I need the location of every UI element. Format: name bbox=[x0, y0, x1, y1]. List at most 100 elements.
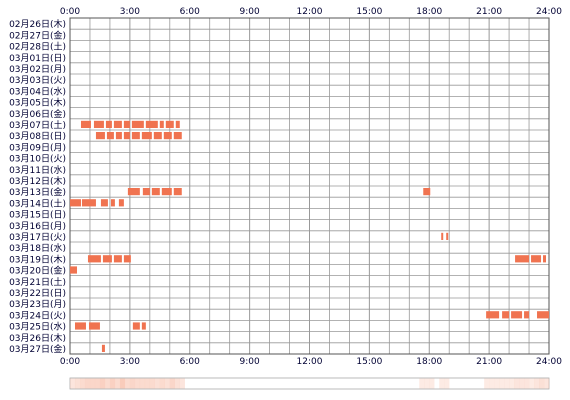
summary-cell bbox=[149, 378, 156, 389]
row-label: 03月19日(木) bbox=[9, 253, 66, 265]
activity-bar bbox=[113, 120, 122, 128]
activity-bar bbox=[165, 120, 174, 128]
x-axis-ticks: 0:00 0:00 3:00 3:00 6:00 6:00 9:00 9:00 12:00 12:… bbox=[60, 7, 562, 367]
activity-bar bbox=[502, 311, 510, 319]
activity-bar bbox=[115, 132, 122, 140]
x-tick-label-bottom: 12:00 bbox=[297, 357, 323, 367]
summary-cell bbox=[504, 378, 510, 389]
summary-cell bbox=[179, 378, 185, 389]
activity-bar bbox=[100, 199, 108, 207]
summary-cell bbox=[534, 378, 540, 389]
activity-bar bbox=[531, 255, 542, 263]
summary-cell bbox=[514, 378, 520, 389]
row-label: 03月14日(土) bbox=[9, 197, 66, 209]
activity-bar bbox=[486, 311, 500, 319]
summary-cell bbox=[104, 378, 111, 389]
x-tick-label-bottom: 6:00 bbox=[180, 357, 200, 367]
activity-bar bbox=[141, 132, 152, 140]
x-tick-label-bottom: 9:00 bbox=[240, 357, 260, 367]
activity-bar bbox=[543, 255, 547, 263]
summary-cell bbox=[99, 378, 106, 389]
row-label: 03月13日(金) bbox=[9, 186, 66, 198]
activity-bar bbox=[537, 311, 549, 319]
row-label: 03月23日(月) bbox=[9, 299, 66, 310]
row-label: 02月26日(木) bbox=[9, 18, 66, 30]
activity-bar bbox=[511, 311, 523, 319]
row-label: 03月07日(土) bbox=[9, 119, 66, 131]
summary-cell bbox=[109, 378, 116, 389]
activity-bar bbox=[131, 132, 140, 140]
summary-cell bbox=[169, 378, 175, 389]
summary-cell bbox=[439, 378, 445, 389]
x-tick-label-top: 0:00 bbox=[60, 7, 80, 17]
x-tick-label-top: 9:00 bbox=[240, 7, 260, 17]
activity-bar bbox=[113, 255, 122, 263]
summary-cell bbox=[489, 378, 495, 389]
summary-cell bbox=[139, 378, 146, 389]
activity-bar bbox=[141, 322, 146, 330]
summary-cell bbox=[129, 378, 136, 389]
summary-strip bbox=[69, 377, 550, 390]
row-label: 03月04日(水) bbox=[9, 85, 66, 97]
x-tick-label-top: 6:00 bbox=[180, 7, 200, 17]
plot-border bbox=[69, 17, 550, 355]
activity-bar bbox=[446, 232, 449, 240]
row-label: 03月18日(水) bbox=[9, 242, 66, 254]
x-tick-label-bottom: 21:00 bbox=[476, 357, 502, 367]
x-tick-label-top: 3:00 bbox=[120, 7, 140, 17]
activity-bar bbox=[173, 132, 182, 140]
row-label: 03月22日(日) bbox=[9, 288, 66, 299]
summary-cell bbox=[509, 378, 515, 389]
row-label: 03月09日(月) bbox=[9, 142, 66, 153]
summary-cell bbox=[494, 378, 500, 389]
x-tick-label-bottom: 18:00 bbox=[416, 357, 442, 367]
x-tick-label-top: 15:00 bbox=[356, 7, 382, 17]
row-label: 03月01日(日) bbox=[9, 53, 66, 64]
activity-bar bbox=[74, 322, 86, 330]
activity-bar bbox=[81, 199, 96, 207]
activity-bar bbox=[110, 199, 115, 207]
row-label: 03月11日(水) bbox=[9, 164, 66, 176]
activity-bar bbox=[163, 132, 172, 140]
summary-cell bbox=[159, 378, 166, 389]
x-tick-label-bottom: 15:00 bbox=[356, 357, 382, 367]
summary-cell bbox=[84, 378, 91, 389]
row-label: 03月16日(月) bbox=[9, 221, 66, 232]
activity-bar bbox=[131, 120, 144, 128]
summary-cell bbox=[539, 378, 545, 389]
summary-cell bbox=[524, 378, 530, 389]
x-tick-label-top: 12:00 bbox=[297, 7, 323, 17]
activity-bar bbox=[161, 188, 172, 196]
summary-cell bbox=[119, 378, 126, 389]
row-label: 03月15日(日) bbox=[9, 210, 66, 221]
summary-cell bbox=[499, 378, 505, 389]
row-label: 02月27日(金) bbox=[9, 29, 66, 41]
row-label: 03月02日(月) bbox=[9, 64, 66, 75]
summary-cell bbox=[419, 378, 425, 389]
activity-bars bbox=[70, 120, 549, 352]
activity-bar bbox=[88, 322, 100, 330]
summary-cell bbox=[124, 378, 131, 389]
summary-cell bbox=[89, 378, 96, 389]
row-label: 03月21日(土) bbox=[9, 276, 66, 288]
activity-bar bbox=[127, 188, 140, 196]
row-label: 02月28日(土) bbox=[9, 41, 66, 53]
activity-bar bbox=[524, 311, 530, 319]
summary-cell bbox=[519, 378, 525, 389]
activity-bar bbox=[80, 120, 91, 128]
summary-cell bbox=[154, 378, 161, 389]
summary-cell bbox=[134, 378, 141, 389]
activity-bar bbox=[102, 255, 112, 263]
x-tick-label-bottom: 0:00 bbox=[60, 357, 80, 367]
x-tick-label-top: 18:00 bbox=[416, 7, 442, 17]
x-tick-label-bottom: 24:00 bbox=[536, 357, 562, 367]
summary-cell bbox=[444, 378, 450, 389]
row-label: 03月26日(木) bbox=[9, 332, 66, 344]
row-label: 03月12日(木) bbox=[9, 175, 66, 187]
row-label: 03月24日(火) bbox=[9, 310, 66, 321]
summary-cell bbox=[529, 378, 535, 389]
summary-cell bbox=[70, 378, 76, 389]
row-labels: 02月26日(木)02月27日(金)02月28日(土)03月01日(日)03月0… bbox=[9, 18, 66, 355]
activity-bar bbox=[423, 188, 431, 196]
activity-bar bbox=[142, 188, 150, 196]
